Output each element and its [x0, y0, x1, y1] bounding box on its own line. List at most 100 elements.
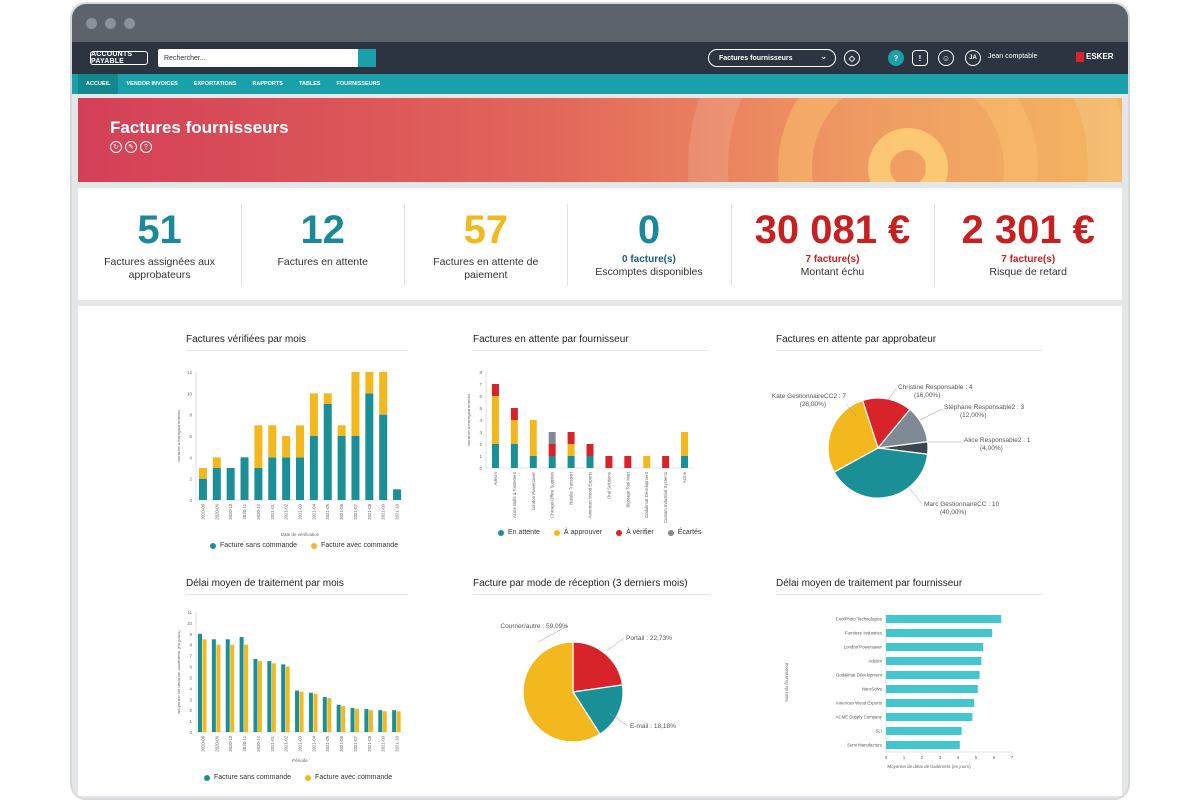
chart-title: Délai moyen de traitement par mois [186, 578, 344, 589]
bar [282, 457, 291, 500]
hero-ring-decoration [778, 98, 1038, 182]
kpi-value: 12 [300, 208, 345, 252]
help-icon[interactable]: ? [140, 141, 152, 153]
settings-icon[interactable]: ☺ [938, 50, 954, 66]
y-tick-label: 10 [187, 621, 193, 626]
bar [351, 372, 360, 436]
nav-item-accueil[interactable]: ACCUEIL [78, 74, 119, 94]
y-axis-label: Nom du fournisseur [784, 662, 789, 702]
legend-item[interactable]: À approuver [553, 529, 602, 536]
kpi-factures-assignees[interactable]: 51 Factures assignées aux approbateurs [78, 188, 241, 300]
bar [605, 456, 613, 468]
legend-item[interactable]: Écartés [667, 529, 701, 536]
y-tick-label: 11 [187, 610, 192, 615]
legend-swatch [498, 529, 504, 536]
legend-item[interactable]: Facture sans commande [204, 774, 291, 781]
window-maximize-dot[interactable] [124, 17, 135, 29]
x-axis-label: Période [292, 758, 308, 763]
help-icon[interactable]: ? [888, 50, 904, 66]
bar [267, 661, 272, 732]
bar [336, 704, 341, 732]
nav-item-fournisseurs[interactable]: FOURNISSEURS [336, 81, 381, 87]
pie-label: Alice Responsable2 : 1 (4,00%) [964, 437, 1031, 452]
kpi-escomptes[interactable]: 0 0 facture(s) Escomptes disponibles [567, 188, 730, 300]
window-minimize-dot[interactable] [105, 17, 116, 29]
bar [491, 384, 499, 396]
bar [281, 664, 286, 732]
chart-title: Factures en attente par fournisseur [473, 334, 629, 345]
x-axis-label: Date de vérification [281, 532, 320, 537]
pie-label-name: Stéphane Responsable2 : 3 [944, 404, 1025, 411]
bar [886, 671, 980, 679]
bar [323, 393, 332, 404]
bar [295, 690, 300, 732]
pie-label-name: Marc GestionnaireCC : 10 [924, 501, 1000, 508]
search-button[interactable] [358, 49, 376, 67]
notification-icon[interactable]: ! [912, 50, 928, 66]
kpi-factures-en-attente[interactable]: 12 Factures en attente [241, 188, 404, 300]
chart-title: Facture par mode de réception (3 dernier… [473, 578, 688, 589]
kpi-attente-paiement[interactable]: 57 Factures en attente de paiement [404, 188, 567, 300]
bar [198, 468, 207, 479]
brand-name: ESKER [1086, 52, 1114, 62]
pie-leader-line [537, 625, 569, 643]
x-tick-label: 2020-10 [228, 735, 233, 751]
nav-item-tables[interactable]: TABLES [298, 81, 321, 87]
legend-item[interactable]: À vérifier [616, 529, 654, 536]
legend-label: Facture avec commande [321, 542, 399, 549]
y-tick-label: 4 [189, 455, 192, 460]
bar [643, 456, 651, 468]
diamond-icon[interactable]: ◇ [844, 50, 860, 66]
pie-label: Courrier/autre : 59,09% [500, 623, 568, 630]
legend-item[interactable]: Facture avec commande [311, 542, 398, 549]
bar [350, 708, 355, 732]
top-app-bar: ACCOUNTS PAYABLE Rechercher... Factures … [72, 42, 1128, 74]
kpi-risque-retard[interactable]: 2 301 € 7 facture(s) Risque de retard [934, 188, 1122, 300]
chart-title-divider [186, 594, 408, 595]
nav-item-exportations[interactable]: EXPORTATIONS [193, 81, 237, 87]
bar [239, 637, 244, 732]
kpi-label: Risque de retard [989, 266, 1068, 278]
x-tick-label: 2020-08 [200, 503, 205, 519]
chart-mode-reception: Portail : 22,73% E-mail : 18,18% Courrier/… [500, 623, 676, 743]
view-dropdown[interactable]: Factures fournisseurs ⌄ [708, 49, 836, 67]
bar [886, 657, 982, 665]
bar [323, 404, 332, 500]
bar [886, 629, 993, 637]
y-tick-label: Sumi Manufacture [847, 743, 882, 748]
bar [510, 408, 518, 420]
bar [299, 691, 304, 732]
hero-ring-decoration [868, 128, 948, 182]
x-tick-label: 4 [957, 755, 960, 760]
kpi-montant-echu[interactable]: 30 081 € 7 facture(s) Montant échu [730, 188, 935, 300]
nav-item-vendor-invoices[interactable]: VENDOR INVOICES [126, 81, 178, 87]
legend-item[interactable]: Facture avec commande [305, 774, 392, 781]
pie-label: Christine Responsable : 4 (16,00%) [898, 384, 973, 399]
bar [624, 456, 632, 468]
edit-icon[interactable]: ✎ [125, 141, 137, 153]
user-name[interactable]: Jean comptable [988, 53, 1038, 60]
bar [681, 432, 689, 456]
bar [510, 444, 518, 468]
y-tick-label: 8 [479, 370, 482, 375]
avatar[interactable]: JA [965, 50, 981, 66]
bar [308, 692, 313, 732]
nav-item-rapports[interactable]: RAPPORTS [252, 81, 283, 87]
y-tick-label: 0 [189, 498, 192, 503]
bar [886, 741, 960, 749]
refresh-icon[interactable]: ↻ [110, 141, 122, 153]
search-input[interactable]: Rechercher... [158, 49, 376, 67]
brand-logo: ESKER [1076, 52, 1114, 62]
app-logo[interactable]: ACCOUNTS PAYABLE [90, 51, 148, 65]
y-axis-label: Moyenne de délai de traitement (en jours… [178, 630, 181, 714]
bar [886, 713, 973, 721]
x-tick-label: 2021-10 [395, 503, 400, 519]
bar [886, 727, 962, 735]
legend-item[interactable]: Facture sans commande [210, 542, 297, 549]
bar [393, 489, 402, 500]
bar [365, 393, 374, 500]
legend-item[interactable]: En attente [498, 529, 540, 536]
pie-label-percent: (16,00%) [914, 392, 940, 399]
bar [327, 698, 332, 732]
window-close-dot[interactable] [86, 17, 97, 29]
